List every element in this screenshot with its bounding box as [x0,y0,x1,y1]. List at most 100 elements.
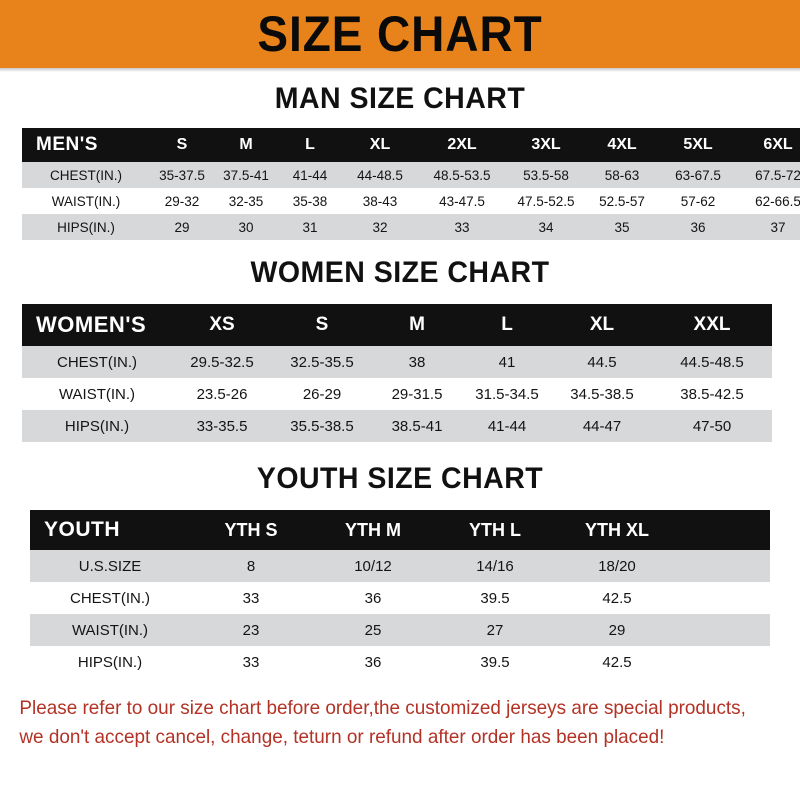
man-size-header-7: 5XL [683,136,713,153]
man-size-chart-section: MAN SIZE CHART MEN'S S M L XL 2XL 3XL 4XL 5XL 6XL… [0,82,800,240]
man-cell: 43-47.5 [439,193,485,209]
youth-cell: 14/16 [476,557,514,575]
youth-cell: 42.5 [602,589,632,607]
man-row-label: CHEST(IN.) [50,167,122,183]
man-cell: 29-32 [164,193,200,209]
man-size-header-3: XL [369,136,391,153]
man-cell: 36 [690,219,706,235]
table-row: HIPS(IN.) 29 30 31 32 33 34 35 36 37 [22,214,800,240]
man-cell: 29 [174,219,190,235]
man-cell: 47.5-52.5 [517,193,575,209]
man-cell: 34 [538,219,554,235]
women-cell: 41-44 [487,417,527,435]
youth-row-label: U.S.SIZE [78,557,142,575]
women-size-header-5: XXL [693,314,731,335]
women-cell: 34.5-38.5 [570,385,634,403]
man-row-label: HIPS(IN.) [57,219,115,235]
youth-cell: 18/20 [598,557,636,575]
women-cell: 33-35.5 [196,417,248,435]
man-cell: 35-37.5 [159,167,205,183]
youth-cell: 39.5 [480,653,510,671]
table-row: WAIST(IN.) 23 25 27 29 [30,614,770,646]
youth-header-row: YOUTH YTH S YTH M YTH L YTH XL [30,510,770,550]
banner-title: SIZE CHART [257,6,543,62]
man-row-label: WAIST(IN.) [51,193,121,209]
size-chart-banner: SIZE CHART [0,0,800,68]
man-size-header-4: 2XL [447,136,477,153]
women-cell: 26-29 [302,385,342,403]
youth-size-table: YOUTH YTH S YTH M YTH L YTH XL U.S.SIZE 8 10/12… [30,510,770,678]
youth-cell: 33 [242,589,260,607]
youth-cell: 33 [242,653,260,671]
women-size-header-4: XL [589,314,615,335]
man-cell: 35-38 [292,193,328,209]
man-cell: 38-43 [362,193,398,209]
table-row: WAIST(IN.) 29-32 32-35 35-38 38-43 43-47.5 47.… [22,188,800,214]
man-cell: 32-35 [228,193,264,209]
order-policy-note: Please refer to our size chart before or… [0,694,776,753]
man-cell: 35 [614,219,630,235]
man-cell: 32 [372,219,388,235]
table-row: U.S.SIZE 8 10/12 14/16 18/20 [30,550,770,582]
youth-cell: 29 [608,621,626,639]
youth-cell: 8 [246,557,256,575]
women-size-header-3: L [501,314,513,335]
man-table-body: MEN'S S M L XL 2XL 3XL 4XL 5XL 6XL CHEST(IN.) 35-37… [22,128,800,240]
man-size-header-1: M [239,136,253,153]
women-cell: 38 [408,353,426,371]
women-row-label: CHEST(IN.) [57,353,137,371]
man-section-title: MAN SIZE CHART [274,82,526,115]
women-size-chart-section: WOMEN SIZE CHART WOMEN'S XS S M L XL XXL CHEST(… [0,256,800,442]
women-row-label: WAIST(IN.) [58,385,136,403]
youth-header-label: YOUTH [44,518,120,541]
man-size-table: MEN'S S M L XL 2XL 3XL 4XL 5XL 6XL CHEST(IN.) 35-37… [22,128,800,240]
man-header-label: MEN'S [36,134,98,155]
table-row: CHEST(IN.) 35-37.5 37.5-41 41-44 44-48.5 48.5… [22,162,800,188]
women-cell: 44.5 [587,353,617,371]
man-cell: 31 [302,219,318,235]
man-cell: 33 [454,219,470,235]
table-row: CHEST(IN.) 33 36 39.5 42.5 [30,582,770,614]
women-header-label: WOMEN'S [36,312,147,337]
order-policy-note-line1: Please refer to our size chart before or… [19,697,746,719]
youth-cell: 27 [486,621,504,639]
women-cell: 32.5-35.5 [290,353,354,371]
man-cell: 62-66.5 [755,193,800,209]
youth-cell: 25 [364,621,382,639]
women-cell: 47-50 [692,417,732,435]
women-size-header-2: M [409,314,425,335]
man-cell: 30 [238,219,254,235]
man-cell: 57-62 [680,193,716,209]
youth-cell: 39.5 [480,589,510,607]
youth-cell: 36 [364,589,382,607]
man-cell: 58-63 [604,167,640,183]
table-row: CHEST(IN.) 29.5-32.5 32.5-35.5 38 41 44.5 44.5… [22,346,772,378]
women-cell: 29-31.5 [391,385,443,403]
youth-row-label: CHEST(IN.) [70,589,150,607]
youth-cell: 10/12 [354,557,392,575]
man-cell: 63-67.5 [675,167,721,183]
man-header-row: MEN'S S M L XL 2XL 3XL 4XL 5XL 6XL [22,128,800,162]
youth-size-header-1: YTH M [345,519,401,540]
man-size-header-8: 6XL [763,136,793,153]
man-cell: 44-48.5 [357,167,403,183]
youth-cell-spacer [678,550,770,582]
man-cell: 48.5-53.5 [433,167,491,183]
youth-row-label: HIPS(IN.) [77,653,143,671]
women-row-label: HIPS(IN.) [64,417,130,435]
youth-row-label: WAIST(IN.) [71,621,149,639]
man-cell: 37 [770,219,786,235]
youth-header-spacer [678,510,770,550]
man-size-header-0: S [176,136,188,153]
man-cell: 52.5-57 [599,193,645,209]
table-row: HIPS(IN.) 33-35.5 35.5-38.5 38.5-41 41-44 44-… [22,410,772,442]
women-cell: 38.5-42.5 [680,385,744,403]
man-cell: 53.5-58 [523,167,569,183]
man-table-wrap: MEN'S S M L XL 2XL 3XL 4XL 5XL 6XL CHEST(IN.) 35-37… [0,128,800,240]
youth-cell-spacer [678,614,770,646]
women-size-header-0: XS [209,314,235,335]
women-header-row: WOMEN'S XS S M L XL XXL [22,304,772,346]
order-policy-note-line2: we don't accept cancel, change, teturn o… [19,726,665,749]
women-cell: 31.5-34.5 [475,385,539,403]
table-row: WAIST(IN.) 23.5-26 26-29 29-31.5 31.5-34.5 34… [22,378,772,410]
